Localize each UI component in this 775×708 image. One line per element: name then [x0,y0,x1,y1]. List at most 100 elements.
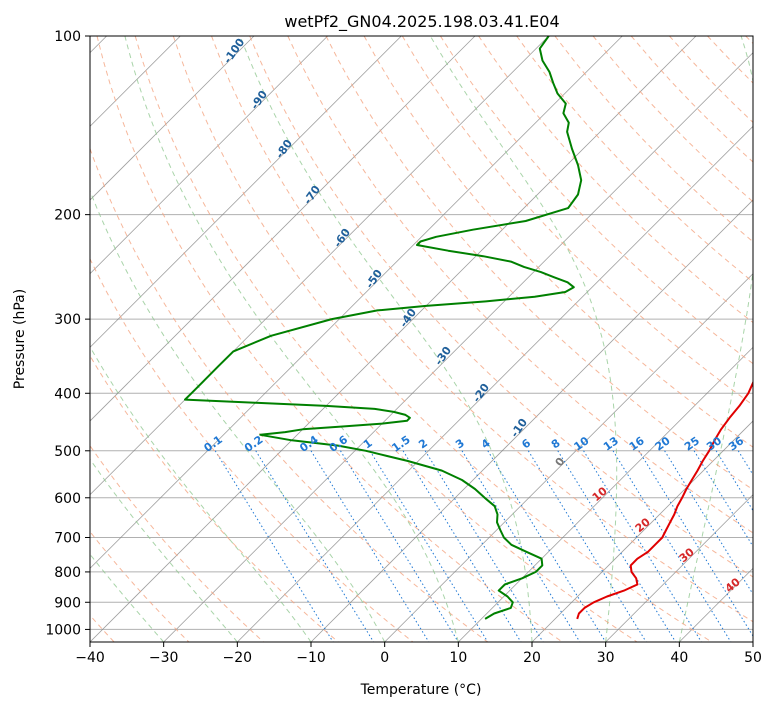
mixing-ratio-line-0.2 [255,450,375,642]
isotherm-0 [384,273,753,642]
y-tick-label-1000: 1000 [45,622,81,638]
dry-adiabat-80 [325,36,753,491]
mixing-ratio-label-0.6: 0.6 [327,433,351,455]
dry-adiabat-100 [401,36,753,406]
x-tick-label-50: 50 [744,650,762,666]
moist-adiabat-label-40: 40 [723,575,743,595]
y-tick-label-100: 100 [54,29,81,45]
dry-adiabat-label--40: -40 [397,306,419,330]
grid-lines [90,36,753,642]
mixing-ratio-label-3: 3 [453,436,467,451]
dry-adiabat--10 [90,354,339,642]
dry-adiabat-40 [172,36,712,642]
moist-adiabat--20 [90,458,238,642]
mixing-ratio-line-16 [638,450,753,637]
axis-ticks: −40 −30 −20 −10 0 10 20 30 40 5010020030040050060… [45,29,762,666]
isotherm-30 [605,494,753,642]
mixing-ratio-line-3 [461,450,581,642]
dry-adiabat-110 [439,36,753,365]
dry-adiabat-140 [554,36,753,243]
dry-adiabat-50 [211,36,753,623]
isotherm--10 [310,199,753,642]
y-tick-label-300: 300 [54,312,81,328]
x-tick-label--10: −10 [296,650,326,666]
x-tick-label-10: 10 [449,650,467,666]
moist-adiabat-10 [124,36,459,642]
mixing-ratio-line-36 [737,450,753,476]
dry-adiabat-label--90: -90 [248,88,270,112]
dry-adiabat-label--100: -100 [221,36,248,66]
moist-adiabat-50 [752,640,753,642]
mixing-ratio-line-0.6 [340,450,459,642]
dry-adiabat-10 [90,147,488,642]
dry-adiabat-label--10: -10 [508,416,530,440]
y-tick-label-900: 900 [54,595,81,611]
x-tick-label-40: 40 [670,650,688,666]
x-tick-label--40: −40 [75,650,105,666]
x-axis-label: Temperature (°C) [360,682,482,698]
moist-adiabat-label-10: 10 [590,484,610,504]
dry-adiabat-label--80: -80 [273,137,295,161]
isotherm--100 [90,36,255,201]
profile-line-1 [576,380,753,620]
dry-adiabat-label--70: -70 [301,183,323,207]
isotherm--50 [90,36,623,569]
dry-adiabat-label--50: -50 [363,267,385,291]
x-tick-label-0: 0 [380,650,389,666]
y-tick-label-200: 200 [54,208,81,224]
dry-adiabat-180 [707,36,753,84]
isotherm--80 [90,36,402,348]
isotherm--90 [90,36,328,275]
moist-adiabat-30 [429,36,618,642]
moist-adiabat-label-20: 20 [633,515,653,535]
y-axis-label: Pressure (hPa) [12,289,28,389]
y-tick-label-400: 400 [54,386,81,402]
mixing-ratio-line-1.5 [402,450,522,642]
mixing-ratio-line-0.4 [310,450,430,642]
y-tick-label-500: 500 [54,444,81,460]
isotherm-50 [752,641,753,642]
mixing-ratio-line-30 [715,450,753,512]
moist-adiabat-20 [239,36,533,642]
y-tick-label-800: 800 [54,565,81,581]
dry-adiabat-20 [96,36,563,642]
isotherm-20 [531,420,753,642]
moist-adiabat--10 [90,345,312,642]
sounding-profiles [184,36,753,620]
isotherm--30 [163,52,753,642]
dry-adiabat-label--60: -60 [331,226,353,250]
moist-adiabats [90,36,753,642]
dry-adiabat-190 [745,36,753,45]
mixing-ratio-line-20 [664,450,753,596]
dry-adiabat-30 [134,36,638,642]
dry-adiabat-label--30: -30 [432,344,454,368]
x-tick-label--20: −20 [223,650,253,666]
plot-frame [89,35,754,643]
isotherm--60 [90,36,549,496]
mixing-ratio-line-0.1 [214,450,334,642]
dry-adiabats [90,36,753,642]
mixing-ratio-line-6 [527,450,647,642]
mixing-ratio-line-1 [369,450,489,642]
mixing-ratio-line-10 [583,450,702,642]
mixing-ratio-line-4 [487,450,607,642]
mixing-ratio-label-1: 1 [361,436,375,451]
moist-adiabat-label-30: 30 [677,545,697,565]
isotherm-10 [458,346,753,642]
mixing-ratio-label-1.5: 1.5 [389,433,412,455]
mixing-ratio-label-6: 6 [519,436,533,451]
mixing-ratio-label-8: 8 [549,436,563,451]
x-tick-label-20: 20 [523,650,541,666]
dry-adiabat-0 [90,257,414,642]
moist-adiabat--30 [90,553,165,642]
mixing-ratio-label-2: 2 [416,436,430,451]
chart-title: wetPf2_GN04.2025.198.03.41.E04 [284,12,559,32]
dry-adiabat-label-0: 0 [553,455,568,469]
mixing-ratio-lines [214,450,753,642]
isotherm--40 [90,36,697,642]
line-labels: 0.1 0.2 0.4 0.6 1 1.5 2 3 4 6 8 10 13 16 20 25 30 36-100-… [202,36,747,595]
isotherm-40 [679,567,753,642]
mixing-ratio-line-8 [557,450,677,642]
